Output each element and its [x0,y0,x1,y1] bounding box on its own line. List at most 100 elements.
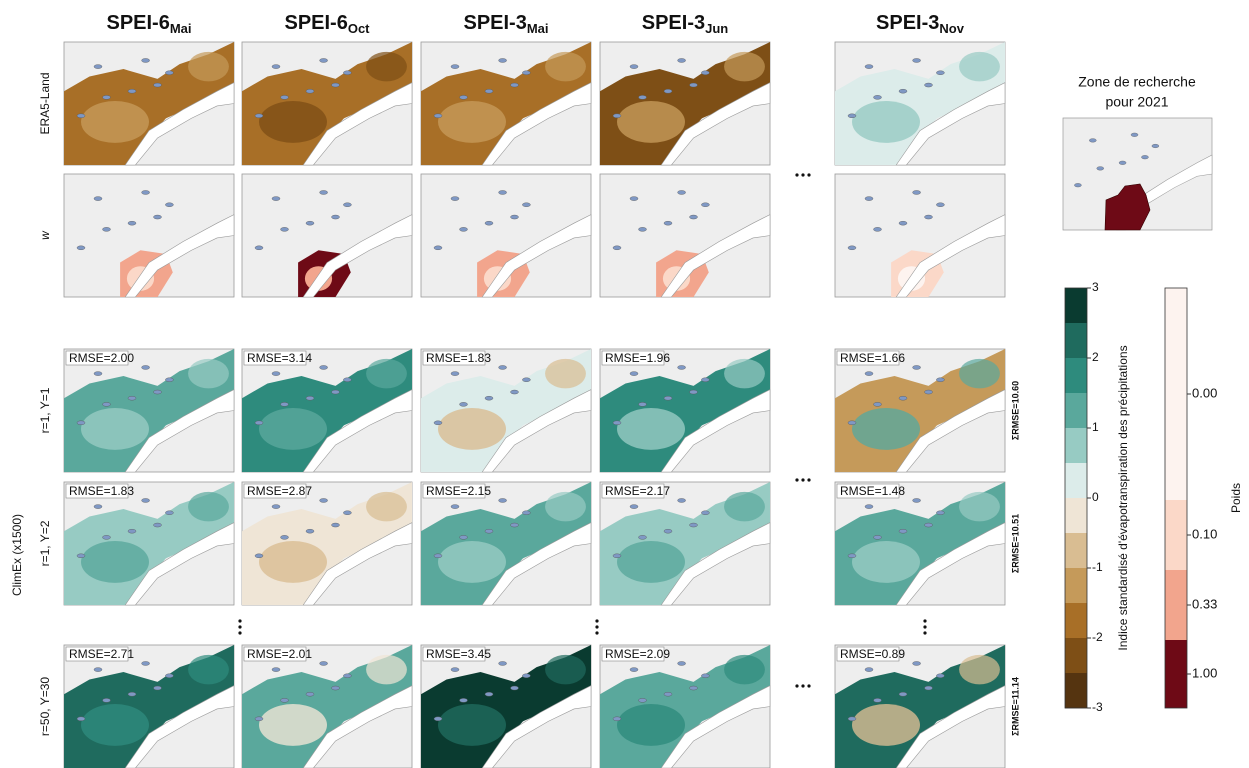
rmse-label: RMSE=3.45 [426,647,491,661]
lake [612,420,622,425]
map-panel [599,348,771,473]
lake [898,220,908,226]
map-panel [834,41,1006,166]
river [302,82,413,166]
lake [305,88,315,94]
lake [127,88,137,94]
lake [484,88,494,94]
row-label: r=50, Y=30 [38,677,52,736]
region-patch [959,491,1000,522]
lake [936,377,945,382]
lake [1130,132,1139,137]
lake [153,389,162,395]
lake [127,396,137,401]
river [895,522,1006,606]
rmse-box [422,646,486,662]
lake [343,202,352,207]
inset-title: Zone de recherche [1078,74,1196,90]
map-panel [420,348,592,473]
inset-title: pour 2021 [1105,94,1168,110]
colorbar-segment [1065,568,1087,604]
sum-rmse: ΣRMSE=11.14 [1010,677,1020,736]
lake [612,716,622,721]
lake [677,365,686,370]
sum-rmse: ΣRMSE=10.60 [1010,381,1020,440]
rmse-label: RMSE=2.15 [426,484,491,498]
map-panel [241,41,413,166]
lake [141,661,150,666]
map-panel [63,644,235,768]
colorbar-tick-label: 0 [1092,490,1099,504]
lake [450,667,460,672]
rmse-label: RMSE=1.96 [605,351,670,365]
river [124,389,235,473]
lake [912,365,921,370]
river [895,389,1006,473]
map-panel [834,481,1006,606]
lake [153,685,162,691]
region-patch [617,541,685,583]
lake [331,685,340,691]
rmse-box [422,483,486,499]
rmse-box [65,350,129,366]
lake [331,389,340,395]
region-patch [545,491,586,522]
lake [305,692,315,697]
lake [76,716,86,721]
colorbar-segment [1065,638,1087,674]
lake [522,377,531,382]
lake [663,396,673,401]
lake [433,716,443,721]
lake [924,214,933,220]
river [481,389,592,473]
title-base: SPEI-3 [642,12,705,34]
lake [864,196,874,201]
colorbar-tick-label: 3 [1092,280,1099,294]
lake [522,70,531,75]
title-base: SPEI-3 [876,12,939,34]
region-patch [724,654,765,685]
lake [898,88,908,94]
region-patch [438,704,506,746]
region-patch [188,358,229,389]
weight-tick-label: 0.33 [1192,596,1217,611]
lake [484,396,494,401]
rmse-label: RMSE=3.14 [247,351,312,365]
lake [898,692,908,697]
lake [847,716,857,721]
lake [924,389,933,395]
region-patch [366,491,407,522]
river [124,214,235,298]
lake [280,227,289,232]
region-patch [852,101,920,143]
rmse-label: RMSE=2.71 [69,647,134,661]
rmse-box [243,646,307,662]
map-panel [599,481,771,606]
lake [319,661,328,666]
colorbar-segment [1065,498,1087,534]
lake [165,377,174,382]
lake [1151,143,1160,149]
lake [93,64,103,69]
lake [343,70,352,75]
region-patch [617,101,685,143]
lake [102,227,111,232]
rmse-box [65,483,129,499]
lake [873,95,882,100]
colorbar-tick-label: -3 [1092,700,1103,714]
region-patch [188,654,229,685]
lake [484,692,494,697]
title-base: SPEI-6 [284,12,347,34]
map-panel [63,481,235,606]
lake [271,196,281,201]
lake [76,113,86,119]
river [660,685,771,768]
lake [433,113,443,119]
lake [638,227,647,232]
river [481,82,592,166]
rmse-label: RMSE=0.89 [840,647,905,661]
lake [936,202,945,207]
lake [864,504,874,509]
ellipsis-dot [238,625,242,629]
